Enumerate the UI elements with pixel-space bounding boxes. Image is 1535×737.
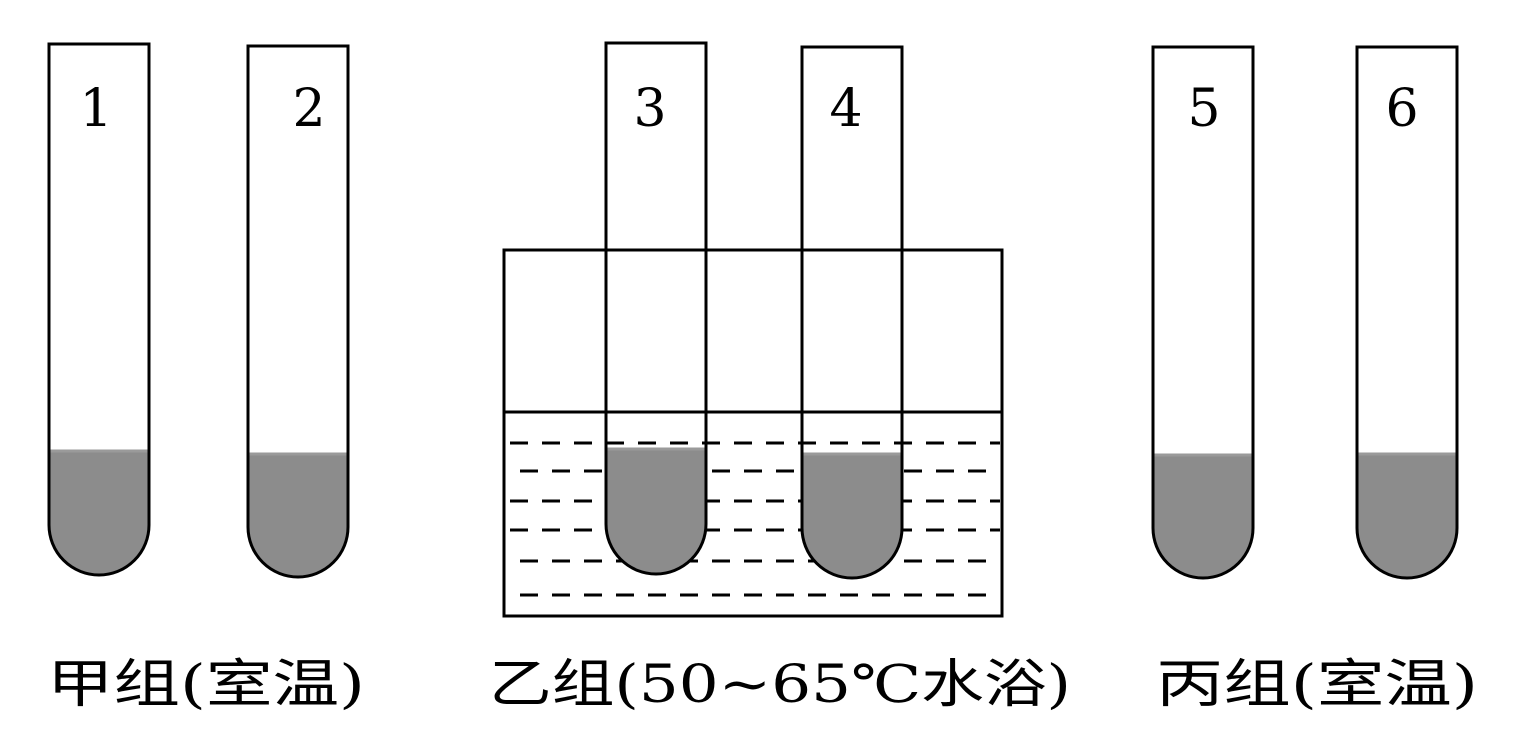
tube-outline: [246, 44, 350, 579]
group-label-bing: 丙组(室温): [1156, 655, 1478, 715]
tube-liquid: [1153, 455, 1253, 578]
test-tube-4: 4: [800, 45, 904, 580]
tube-number-label: 5: [1187, 79, 1220, 139]
tube-number-label: 3: [633, 79, 666, 139]
group-label-yi: 乙组(50~65℃水浴): [489, 655, 1071, 715]
test-tube-6: 6: [1355, 45, 1459, 580]
water-bath-container: [502, 248, 1004, 618]
tube-outline: [1355, 45, 1459, 580]
tube-liquid: [606, 449, 706, 574]
tube-liquid: [1357, 454, 1457, 578]
test-tube-3: 3: [604, 41, 708, 576]
tube-outline: [1151, 45, 1255, 580]
tube-outline: [47, 42, 151, 577]
test-tube-5: 5: [1151, 45, 1255, 580]
test-tube-2: 2: [246, 44, 350, 579]
tube-number-label: 6: [1385, 79, 1418, 139]
tube-number-label: 4: [829, 79, 862, 139]
tube-number-label: 1: [79, 79, 112, 139]
water-bath: [502, 248, 1004, 618]
tube-number-label: 2: [292, 79, 325, 139]
tube-outline: [604, 41, 708, 576]
tube-outline: [800, 45, 904, 580]
tube-liquid: [802, 454, 902, 578]
tube-liquid: [49, 451, 149, 575]
group-label-jia: 甲组(室温): [47, 655, 365, 715]
test-tube-1: 1: [47, 42, 151, 577]
tube-liquid: [248, 454, 348, 577]
